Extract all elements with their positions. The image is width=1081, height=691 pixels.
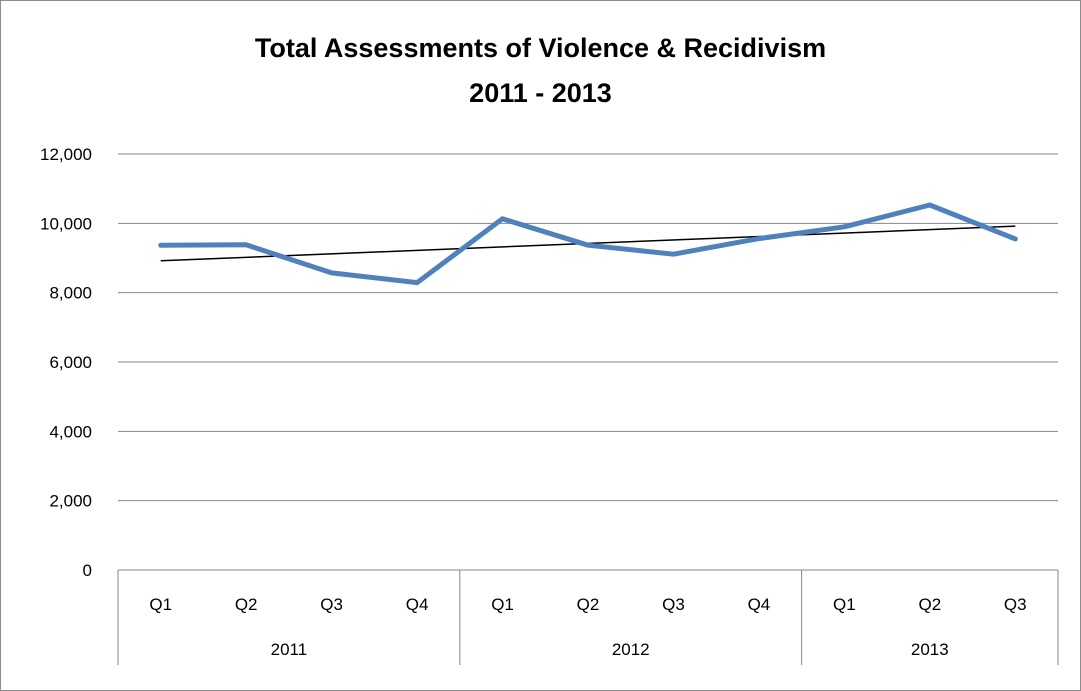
data-point — [330, 271, 334, 275]
x-tick-label: Q2 — [577, 595, 600, 614]
x-tick-label: Q4 — [748, 595, 771, 614]
data-point — [757, 237, 761, 241]
data-point — [586, 243, 590, 247]
x-group-label: 2012 — [612, 640, 650, 659]
x-group-label: 2011 — [271, 640, 308, 659]
x-tick-label: Q3 — [662, 595, 685, 614]
chart-title: Total Assessments of Violence & Recidivi… — [254, 33, 827, 63]
x-tick-label: Q1 — [491, 595, 514, 614]
data-point — [842, 225, 846, 229]
data-point — [671, 252, 675, 256]
chart-subtitle: 2011 - 2013 — [469, 78, 612, 108]
y-tick-label: 6,000 — [49, 353, 92, 372]
data-point — [501, 217, 505, 221]
y-tick-label: 10,000 — [40, 214, 92, 233]
x-tick-label: Q1 — [833, 595, 856, 614]
data-point — [244, 243, 248, 247]
data-point — [415, 281, 419, 285]
y-tick-label: 4,000 — [49, 422, 92, 441]
x-tick-label: Q3 — [320, 595, 343, 614]
y-tick-label: 8,000 — [49, 284, 92, 303]
x-tick-label: Q1 — [149, 595, 172, 614]
x-tick-label: Q2 — [918, 595, 941, 614]
y-tick-label: 12,000 — [40, 145, 92, 164]
y-tick-label: 2,000 — [49, 492, 92, 511]
data-point — [159, 243, 163, 247]
data-point — [1013, 237, 1017, 241]
x-tick-label: Q2 — [235, 595, 258, 614]
y-tick-label: 0 — [83, 561, 92, 580]
data-point — [928, 203, 932, 207]
x-group-label: 2013 — [911, 640, 949, 659]
x-tick-label: Q3 — [1004, 595, 1027, 614]
x-tick-label: Q4 — [406, 595, 429, 614]
